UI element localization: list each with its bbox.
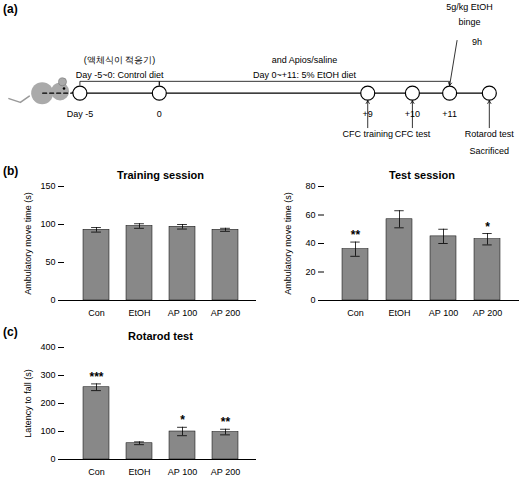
svg-text:Day -5: Day -5 [67, 109, 94, 119]
svg-text:Rotarod test: Rotarod test [128, 330, 193, 342]
svg-text:***: *** [89, 370, 103, 384]
svg-text:Rotarod test: Rotarod test [465, 129, 515, 139]
svg-text:AP 100: AP 100 [168, 308, 197, 318]
svg-text:20: 20 [305, 267, 315, 277]
svg-text:9h: 9h [472, 37, 482, 47]
svg-text:*: * [180, 413, 185, 427]
html-text:(c): (c) [3, 325, 18, 339]
svg-text:100: 100 [40, 426, 55, 436]
svg-text:AP 200: AP 200 [473, 308, 502, 318]
svg-text:40: 40 [305, 238, 315, 248]
svg-text:Con: Con [88, 308, 105, 318]
svg-text:150: 150 [40, 181, 55, 191]
svg-text:Latency to fall (s): Latency to fall (s) [23, 369, 33, 438]
svg-text:Day -5~0: Control diet: Day -5~0: Control diet [76, 70, 164, 80]
svg-text:**: ** [221, 415, 231, 429]
svg-text:Ambulatory move time (s): Ambulatory move time (s) [23, 192, 33, 295]
svg-text:Ambulatory move time (s): Ambulatory move time (s) [283, 192, 293, 295]
svg-text:+11: +11 [442, 109, 457, 119]
svg-text:60: 60 [305, 210, 315, 220]
svg-text:AP 100: AP 100 [168, 467, 197, 477]
svg-text:100: 100 [40, 219, 55, 229]
svg-text:0: 0 [157, 109, 162, 119]
svg-text:Sacrificed: Sacrificed [470, 146, 510, 156]
svg-text:+9: +9 [362, 109, 373, 120]
svg-text:80: 80 [305, 181, 315, 191]
svg-text:CFC test: CFC test [395, 129, 431, 139]
svg-text:200: 200 [40, 398, 55, 408]
svg-text:0: 0 [310, 295, 315, 305]
svg-text:Con: Con [347, 308, 364, 318]
svg-text:**: ** [351, 228, 361, 242]
svg-text:300: 300 [40, 370, 55, 380]
svg-text:EtOH: EtOH [128, 467, 150, 477]
svg-text:*: * [485, 220, 490, 234]
svg-text:0: 0 [50, 295, 55, 305]
svg-text:AP 100: AP 100 [429, 308, 458, 318]
svg-text:AP 200: AP 200 [211, 467, 240, 477]
html-text:(a): (a) [3, 2, 18, 16]
svg-text:binge: binge [458, 17, 480, 27]
svg-text:+10: +10 [404, 109, 420, 120]
svg-text:EtOH: EtOH [128, 308, 150, 318]
svg-text:Day 0~+11: 5% EtOH diet: Day 0~+11: 5% EtOH diet [253, 70, 356, 80]
svg-text:CFC training: CFC training [342, 129, 393, 139]
html-text:(b): (b) [3, 164, 19, 178]
svg-text:Con: Con [88, 467, 105, 477]
svg-text:Test session: Test session [389, 169, 455, 181]
svg-text:(액체식이 적응기): (액체식이 적응기) [84, 55, 156, 65]
svg-text:EtOH: EtOH [388, 308, 410, 318]
svg-text:0: 0 [50, 454, 55, 464]
svg-text:and Apios/saline: and Apios/saline [272, 55, 338, 65]
svg-text:50: 50 [45, 257, 55, 267]
svg-text:AP 200: AP 200 [211, 308, 240, 318]
svg-text:5g/kg EtOH: 5g/kg EtOH [446, 2, 493, 12]
svg-text:400: 400 [40, 342, 55, 352]
svg-text:Training session: Training session [117, 169, 204, 181]
